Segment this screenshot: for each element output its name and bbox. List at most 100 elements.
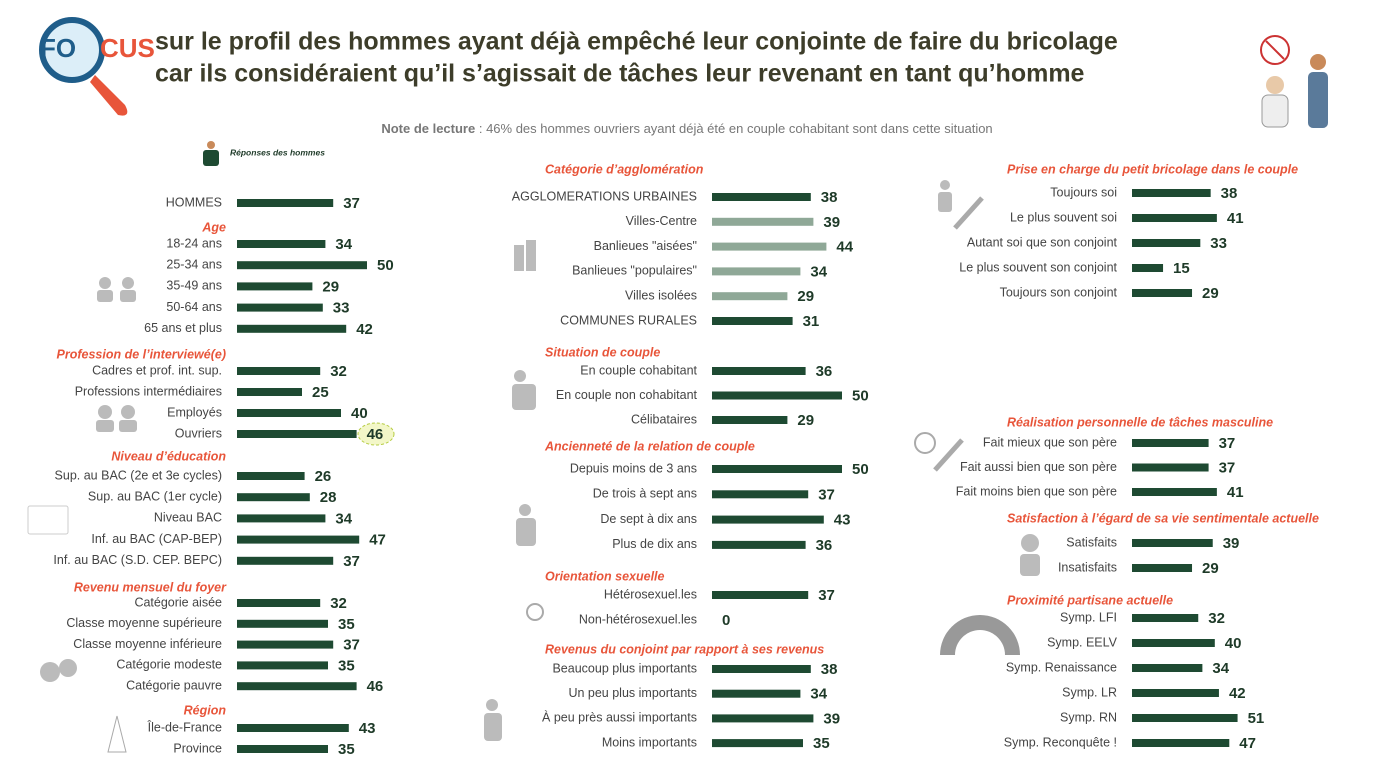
- bar: [237, 367, 321, 375]
- value-label: 0: [722, 612, 730, 629]
- value-label: 33: [333, 300, 350, 317]
- bar: [712, 292, 788, 301]
- value-label: 46: [367, 426, 384, 443]
- bar: [1132, 488, 1217, 496]
- value-label: 33: [1210, 235, 1227, 252]
- value-label: 50: [852, 387, 869, 404]
- logo-cus: CUS: [100, 33, 155, 63]
- bar: [237, 619, 328, 628]
- bar: [712, 465, 842, 473]
- bar: [237, 745, 328, 753]
- value-label: 47: [369, 532, 386, 549]
- bar: [1132, 664, 1203, 672]
- category-label: Symp. EELV: [1047, 635, 1118, 649]
- category-label: Hétérosexuel.les: [604, 587, 697, 601]
- section-title: Profession de l’interviewé(e): [57, 347, 227, 361]
- category-label: Plus de dix ans: [612, 537, 697, 551]
- category-label: Satisfaits: [1066, 535, 1117, 549]
- value-label: 36: [816, 363, 833, 380]
- legend-label: Réponses des hommes: [230, 147, 325, 157]
- bar: [1132, 289, 1193, 297]
- category-label: Autant soi que son conjoint: [967, 235, 1118, 249]
- value-label: 32: [330, 363, 347, 380]
- section-title: Revenu mensuel du foyer: [74, 580, 227, 594]
- category-label: Beaucoup plus importants: [552, 661, 697, 675]
- value-label: 35: [338, 657, 355, 674]
- value-label: 32: [1208, 610, 1225, 627]
- section-title: Revenus du conjoint par rapport à ses re…: [545, 642, 824, 656]
- category-label: Cadres et prof. int. sup.: [92, 363, 222, 377]
- value-label: 25: [312, 384, 329, 401]
- bar: [1132, 639, 1215, 647]
- value-label: 41: [1227, 484, 1244, 501]
- bar: [712, 490, 809, 499]
- section-title: Age: [201, 220, 226, 234]
- value-label: 43: [834, 512, 851, 529]
- magnifier-handle: [90, 75, 128, 116]
- category-label: Toujours son conjoint: [1000, 285, 1118, 299]
- bar: [237, 599, 321, 607]
- value-label: 38: [821, 661, 838, 678]
- bar: [1132, 189, 1211, 197]
- bar: [237, 724, 349, 732]
- bar: [1132, 214, 1217, 222]
- value-label: 41: [1227, 210, 1244, 227]
- bar: [237, 303, 323, 312]
- category-label: Célibataires: [631, 412, 697, 426]
- value-label: 44: [836, 239, 853, 256]
- bar: [237, 261, 367, 270]
- bar: [1132, 539, 1213, 547]
- bar: [237, 430, 357, 438]
- category-label: Classe moyenne supérieure: [66, 616, 222, 630]
- value-label: 29: [797, 288, 814, 305]
- category-label: 65 ans et plus: [144, 321, 222, 335]
- value-label: 40: [1225, 635, 1242, 652]
- bar: [237, 282, 313, 291]
- value-label: 37: [1219, 459, 1236, 476]
- decorative-icons: [27, 180, 1040, 753]
- bar: [1132, 239, 1201, 247]
- value-label: 29: [1202, 285, 1219, 302]
- category-label: Catégorie pauvre: [126, 678, 222, 692]
- category-label: Fait moins bien que son père: [956, 484, 1117, 498]
- value-label: 36: [816, 537, 833, 554]
- bar: [237, 535, 360, 544]
- bar: [712, 367, 806, 375]
- bar: [712, 540, 806, 549]
- value-label: 29: [797, 412, 814, 429]
- category-label: Catégorie aisée: [134, 595, 222, 609]
- category-label: Banlieues "populaires": [572, 264, 697, 278]
- bar: [237, 409, 341, 417]
- section-title: Satisfaction à l’égard de sa vie sentime…: [1007, 511, 1319, 525]
- bar: [712, 515, 824, 524]
- category-label: Le plus souvent soi: [1010, 210, 1117, 224]
- category-label: Classe moyenne inférieure: [73, 637, 222, 651]
- category-label: Villes-Centre: [626, 214, 697, 228]
- category-label: Non-hétérosexuel.les: [579, 612, 697, 626]
- value-label: 37: [343, 553, 360, 570]
- bar: [712, 665, 811, 673]
- value-label: 37: [818, 486, 835, 503]
- bar: [712, 242, 827, 251]
- value-label: 29: [1202, 560, 1219, 577]
- value-label: 40: [351, 405, 368, 422]
- category-label: En couple non cohabitant: [556, 388, 698, 402]
- logo-fo: FO: [40, 33, 76, 63]
- bar: [712, 193, 811, 201]
- bar: [712, 317, 793, 325]
- category-label: Fait mieux que son père: [983, 435, 1117, 449]
- value-label: 37: [818, 587, 835, 604]
- value-label: 42: [356, 321, 373, 338]
- title-line: sur le profil des hommes ayant déjà empê…: [155, 28, 1118, 56]
- category-label: Banlieues "aisées": [594, 239, 697, 253]
- value-label: 37: [343, 195, 360, 212]
- bar: [237, 493, 310, 502]
- section-title: Réalisation personnelle de tâches mascul…: [1007, 415, 1273, 429]
- category-label: 25-34 ans: [166, 257, 222, 271]
- value-label: 15: [1173, 260, 1190, 277]
- value-label: 42: [1229, 685, 1246, 702]
- bar: [237, 514, 326, 523]
- category-label: Province: [173, 741, 222, 755]
- value-label: 50: [377, 257, 394, 274]
